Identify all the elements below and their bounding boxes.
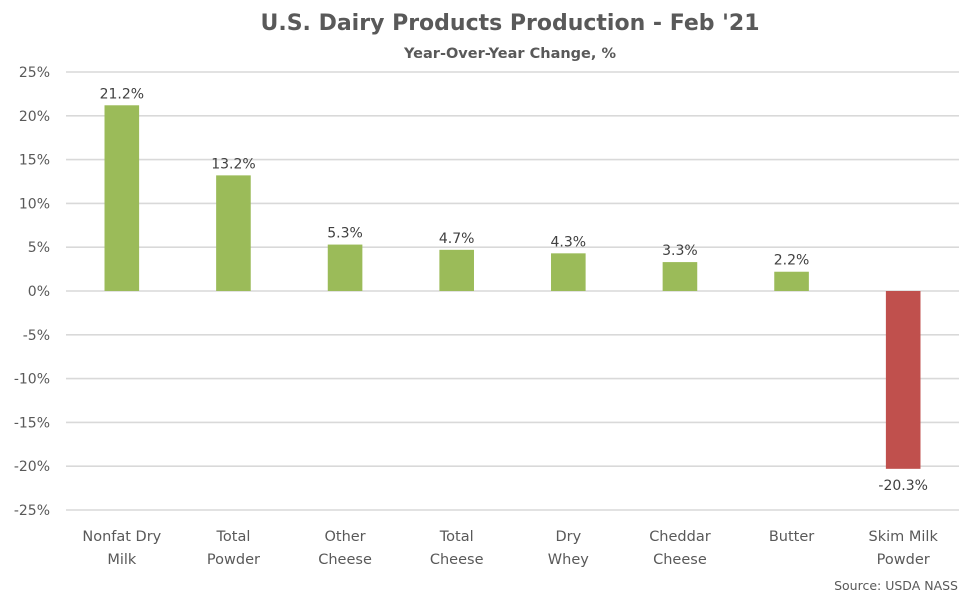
- source-note: Source: USDA NASS: [834, 578, 958, 593]
- bar: [104, 105, 140, 292]
- data-label: 13.2%: [211, 156, 255, 172]
- x-tick-label: Cheese: [653, 552, 707, 568]
- y-tick-label: 15%: [19, 153, 50, 169]
- bar: [774, 271, 809, 291]
- x-tick-label: Skim Milk: [869, 529, 939, 545]
- bar: [439, 249, 474, 291]
- x-tick-label: Dry: [555, 529, 581, 545]
- x-tick-label: Cheddar: [649, 529, 711, 545]
- x-tick-label: Whey: [548, 552, 589, 568]
- y-tick-label: -25%: [14, 503, 50, 519]
- y-tick-label: 0%: [28, 284, 50, 300]
- gridlines: [66, 71, 959, 511]
- y-tick-label: 20%: [19, 109, 50, 125]
- y-tick-label: -10%: [14, 372, 50, 388]
- x-tick-label: Butter: [769, 529, 814, 545]
- y-tick-label: -15%: [14, 415, 50, 431]
- y-tick-label: 25%: [19, 65, 50, 81]
- y-tick-label: -20%: [14, 459, 50, 475]
- x-tick-label: Other: [324, 529, 365, 545]
- data-label: 5.3%: [327, 226, 363, 242]
- x-tick-label: Total: [439, 529, 474, 545]
- bar: [885, 291, 921, 469]
- bars: [104, 105, 921, 469]
- y-tick-label: -5%: [23, 328, 50, 344]
- y-tick-label: 10%: [19, 196, 50, 212]
- bar: [327, 244, 363, 291]
- data-label: 21.2%: [100, 86, 144, 102]
- y-tick-label: 5%: [28, 240, 50, 256]
- data-label: 4.3%: [551, 234, 587, 250]
- chart-title: U.S. Dairy Products Production - Feb '21: [260, 11, 759, 36]
- y-axis: 25% 20% 15% 10% 5% 0% -5% -10% -15% -20% -25%: [14, 65, 50, 519]
- data-labels: 21.2% 13.2% 5.3% 4.7% 4.3% 3.3% 2.2% -20.3%: [100, 86, 928, 494]
- bar: [662, 262, 698, 291]
- data-label: 2.2%: [774, 253, 810, 269]
- data-label: 3.3%: [662, 243, 698, 259]
- data-label: 4.7%: [439, 231, 475, 247]
- x-tick-label: Cheese: [430, 552, 484, 568]
- x-tick-label: Milk: [107, 552, 137, 568]
- x-axis: Nonfat Dry Milk Total Powder Other Cheese Tota…: [82, 529, 938, 568]
- chart-subtitle: Year-Over-Year Change, %: [403, 46, 616, 62]
- x-tick-label: Total: [216, 529, 251, 545]
- x-tick-label: Powder: [207, 552, 260, 568]
- x-tick-label: Cheese: [318, 552, 372, 568]
- x-tick-label: Powder: [877, 552, 930, 568]
- x-tick-label: Nonfat Dry: [82, 529, 161, 545]
- data-label: -20.3%: [878, 478, 928, 494]
- bar: [216, 175, 251, 291]
- bar: [551, 253, 586, 291]
